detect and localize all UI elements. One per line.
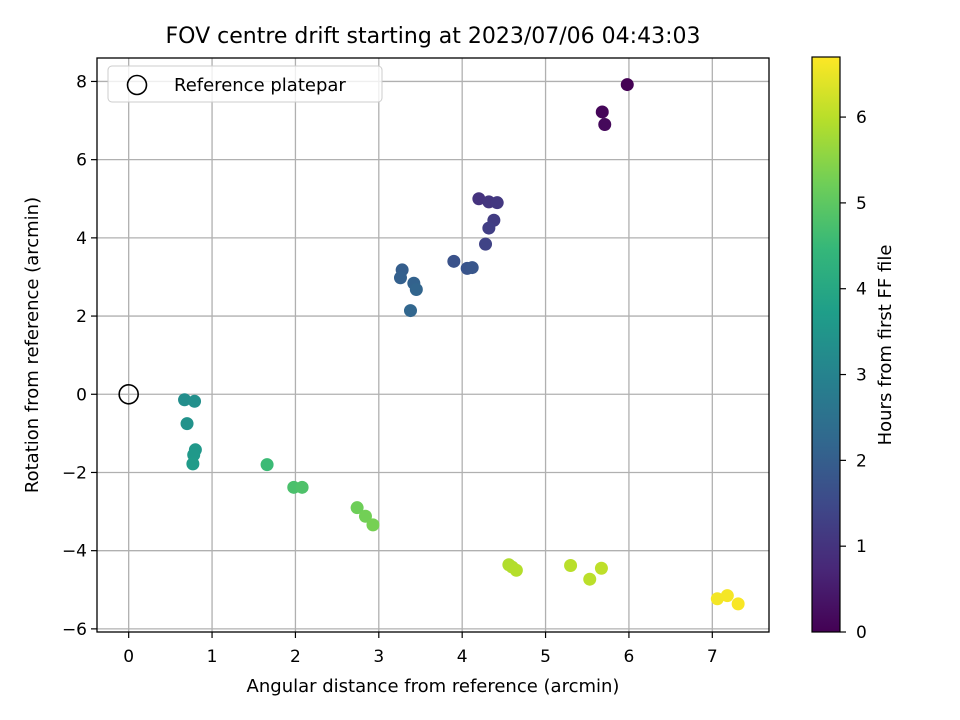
x-tick-label: 2 (290, 647, 301, 667)
colorbar-tick-label: 0 (856, 623, 867, 643)
colorbar-tick-label: 5 (856, 194, 867, 214)
scatter-point (564, 559, 578, 573)
grid (97, 58, 769, 632)
scatter-point (620, 78, 634, 92)
y-axis-ticks: −6 −4 −2 0 2 4 6 8 (62, 72, 97, 640)
x-tick-label: 7 (707, 647, 718, 667)
x-axis-ticks: 0 1 2 3 4 5 6 7 (123, 632, 718, 667)
scatter-point (447, 254, 461, 268)
chart-title: FOV centre drift starting at 2023/07/06 … (166, 24, 701, 49)
scatter-point (465, 261, 479, 275)
colorbar-tick-label: 4 (856, 280, 867, 300)
scatter-point (490, 196, 504, 210)
colorbar-ticks: 0 1 2 3 4 5 6 (840, 108, 867, 643)
reference-point-marker (118, 383, 139, 405)
y-tick-label: 0 (76, 385, 87, 405)
scatter-point (710, 592, 724, 606)
scatter-point (186, 457, 200, 471)
scatter-point (393, 271, 407, 285)
scatter-point (479, 237, 493, 251)
scatter-point (731, 597, 745, 611)
scatter-point (403, 304, 417, 318)
scatter-point (409, 282, 423, 296)
x-tick-label: 6 (624, 647, 635, 667)
x-tick-label: 1 (207, 647, 218, 667)
scatter-points (178, 78, 745, 611)
colorbar: 0 1 2 3 4 5 6 Hours from first FF file (811, 56, 896, 643)
legend: Reference platepar (107, 65, 383, 103)
colorbar-gradient (811, 56, 841, 633)
y-tick-label: −6 (62, 620, 87, 640)
x-tick-label: 3 (373, 647, 384, 667)
colorbar-tick-label: 6 (856, 108, 867, 128)
scatter-point (260, 458, 274, 472)
y-tick-label: 2 (76, 307, 87, 327)
scatter-point (472, 192, 486, 206)
x-tick-label: 5 (540, 647, 551, 667)
scatter-point (295, 480, 309, 494)
scatter-point (598, 117, 612, 131)
colorbar-tick-label: 3 (856, 366, 867, 386)
y-tick-label: −2 (62, 463, 87, 483)
scatter-point (180, 417, 194, 431)
scatter-point (594, 561, 608, 575)
y-tick-label: −4 (62, 542, 87, 562)
scatter-point (358, 509, 372, 523)
legend-marker-icon (126, 74, 148, 96)
scatter-point (350, 501, 364, 515)
scatter-point (482, 221, 496, 235)
scatter-point (720, 589, 734, 603)
colorbar-label: Hours from first FF file (875, 245, 896, 446)
plot-frame (96, 57, 770, 633)
y-tick-label: 6 (76, 151, 87, 171)
colorbar-tick-label: 1 (856, 537, 867, 557)
x-tick-label: 4 (457, 647, 468, 667)
scatter-point (509, 563, 523, 577)
scatter-point (188, 394, 202, 408)
y-axis-label: Rotation from reference (arcmin) (22, 197, 43, 493)
legend-box (107, 65, 383, 103)
x-axis-label: Angular distance from reference (arcmin) (247, 676, 620, 697)
scatter-point (595, 105, 609, 119)
plot-area: 0 1 2 3 4 5 6 7 −6 −4 −2 0 2 4 6 8 Reference platepar (62, 57, 770, 667)
y-tick-label: 8 (76, 72, 87, 92)
scatter-point (583, 572, 597, 586)
scatter-point (366, 518, 380, 532)
y-tick-label: 4 (76, 229, 87, 249)
x-tick-label: 0 (123, 647, 134, 667)
legend-label: Reference platepar (174, 75, 346, 96)
colorbar-tick-label: 2 (856, 451, 867, 471)
scatter-point (178, 393, 192, 407)
